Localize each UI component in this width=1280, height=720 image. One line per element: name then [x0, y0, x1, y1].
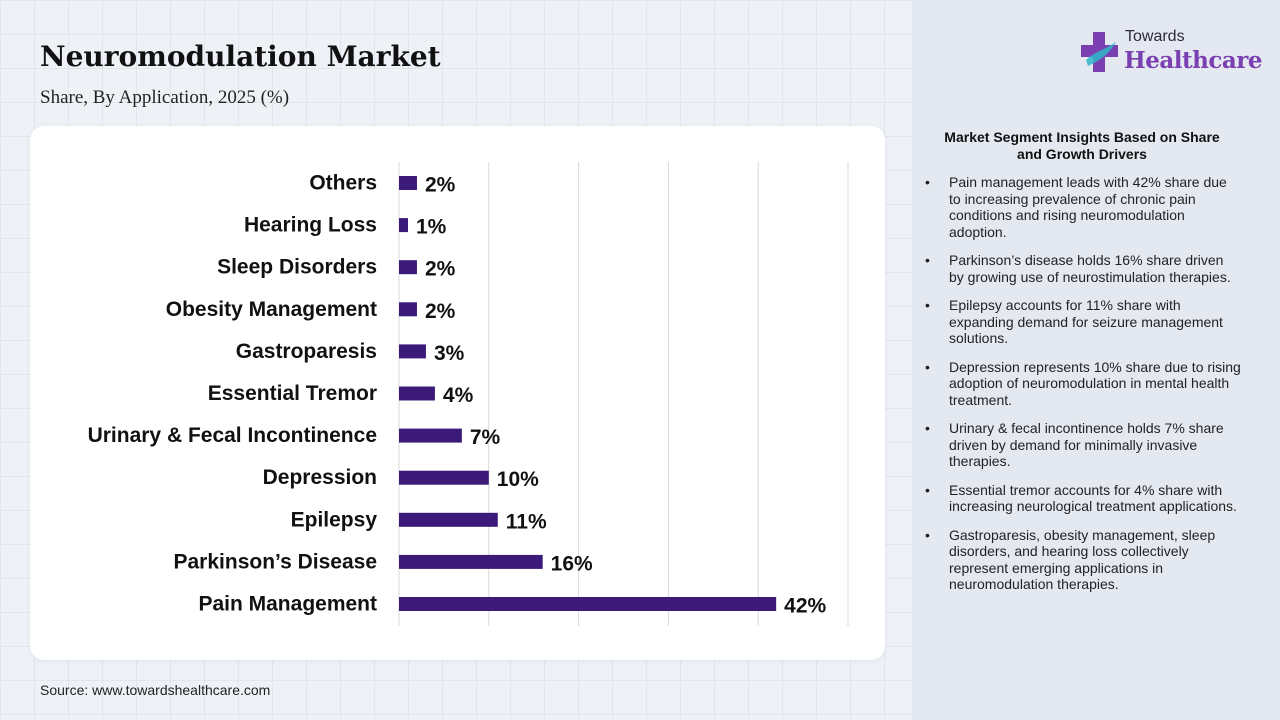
data-label: 16%: [551, 552, 593, 575]
bar: [399, 554, 543, 569]
category-label: Epilepsy: [291, 508, 378, 531]
data-label: 7%: [470, 426, 501, 449]
insight-item: Gastroparesis, obesity management, sleep…: [921, 527, 1241, 593]
category-label: Sleep Disorders: [217, 256, 377, 279]
bar: [399, 302, 417, 317]
chart-card: Others 2% Hearing Loss 1% Sleep Disorders 2% O…: [30, 126, 885, 660]
data-label: 2%: [425, 174, 456, 197]
data-label: 3%: [434, 342, 465, 365]
chart-subtitle: Share, By Application, 2025 (%): [40, 87, 290, 108]
chart-title: Neuromodulation Market: [40, 40, 441, 73]
logo-text-healthcare: Healthcare: [1124, 47, 1263, 74]
data-label: 11%: [506, 510, 547, 533]
category-label: Hearing Loss: [244, 214, 377, 237]
insight-item: Urinary & fecal incontinence holds 7% sh…: [921, 420, 1241, 470]
insight-item: Epilepsy accounts for 11% share with exp…: [921, 297, 1241, 347]
category-label: Pain Management: [198, 593, 377, 616]
category-label: Obesity Management: [166, 298, 377, 321]
source-note: Source: www.towardshealthcare.com: [40, 682, 271, 698]
bar: [399, 218, 408, 233]
medical-cross-icon: [1081, 32, 1118, 72]
bar: [399, 597, 777, 611]
bar: [399, 512, 498, 527]
insights-list: Pain management leads with 42% share due…: [921, 174, 1241, 605]
bar: [399, 386, 435, 401]
category-label: Essential Tremor: [208, 382, 377, 405]
data-label: 10%: [497, 468, 539, 491]
bar: [399, 428, 462, 443]
insight-item: Parkinson’s disease holds 16% share driv…: [921, 252, 1241, 285]
insight-item: Essential tremor accounts for 4% share w…: [921, 482, 1241, 515]
towards-healthcare-logo: Towards Healthcare: [1080, 28, 1263, 78]
category-label: Urinary & Fecal Incontinence: [88, 424, 377, 447]
data-label: 1%: [416, 216, 447, 239]
bar: [399, 176, 417, 190]
logo-text-towards: Towards: [1125, 28, 1185, 45]
insight-item: Depression represents 10% share due to r…: [921, 359, 1241, 409]
bar-chart: Others 2% Hearing Loss 1% Sleep Disorders 2% O…: [88, 162, 849, 626]
category-label: Depression: [263, 466, 377, 489]
data-label: 2%: [425, 258, 456, 281]
category-label: Parkinson’s Disease: [174, 550, 378, 573]
category-label: Gastroparesis: [236, 340, 377, 363]
data-label: 4%: [443, 384, 474, 407]
insight-item: Pain management leads with 42% share due…: [921, 174, 1241, 240]
bar: [399, 344, 426, 359]
data-label: 42%: [784, 595, 826, 618]
bar: [399, 260, 417, 275]
bar: [399, 470, 489, 485]
insights-heading: Market Segment Insights Based on Share a…: [944, 129, 1220, 162]
category-label: Others: [309, 172, 377, 195]
data-label: 2%: [425, 300, 456, 323]
